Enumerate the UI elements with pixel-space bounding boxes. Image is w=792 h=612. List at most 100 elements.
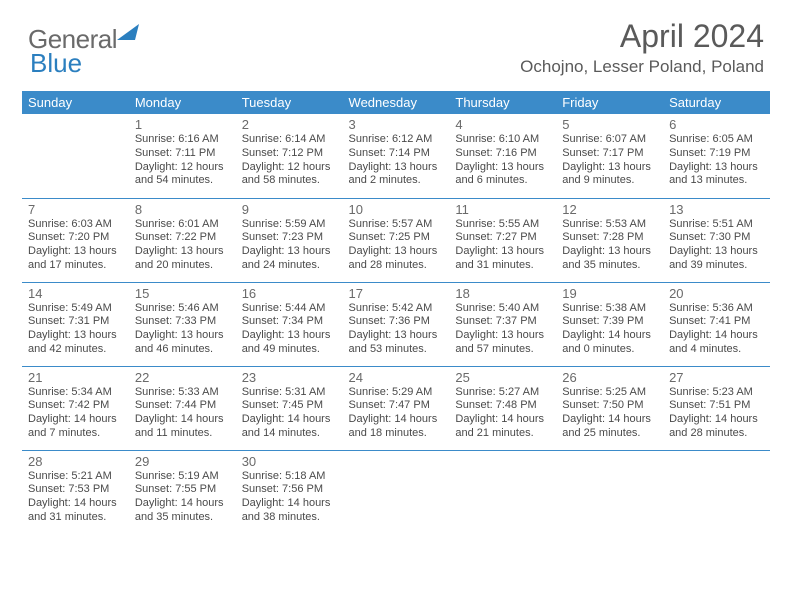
calendar-day-cell: 11Sunrise: 5:55 AMSunset: 7:27 PMDayligh…: [449, 198, 556, 282]
calendar-empty-cell: [22, 114, 129, 198]
day-number: 19: [562, 286, 657, 301]
day-info: Sunrise: 6:10 AMSunset: 7:16 PMDaylight:…: [455, 133, 550, 188]
day-info: Sunrise: 5:40 AMSunset: 7:37 PMDaylight:…: [455, 302, 550, 357]
calendar-day-cell: 8Sunrise: 6:01 AMSunset: 7:22 PMDaylight…: [129, 198, 236, 282]
day-info: Sunrise: 6:01 AMSunset: 7:22 PMDaylight:…: [135, 218, 230, 273]
brand-name-2: Blue: [30, 48, 82, 79]
day-number: 26: [562, 370, 657, 385]
day-info: Sunrise: 5:57 AMSunset: 7:25 PMDaylight:…: [349, 218, 444, 273]
day-number: 25: [455, 370, 550, 385]
day-number: 16: [242, 286, 337, 301]
page-header: General April 2024 Ochojno, Lesser Polan…: [0, 0, 792, 83]
calendar-day-cell: 22Sunrise: 5:33 AMSunset: 7:44 PMDayligh…: [129, 366, 236, 450]
calendar-day-cell: 25Sunrise: 5:27 AMSunset: 7:48 PMDayligh…: [449, 366, 556, 450]
calendar-day-cell: 21Sunrise: 5:34 AMSunset: 7:42 PMDayligh…: [22, 366, 129, 450]
calendar-day-cell: 10Sunrise: 5:57 AMSunset: 7:25 PMDayligh…: [343, 198, 450, 282]
calendar-day-cell: 16Sunrise: 5:44 AMSunset: 7:34 PMDayligh…: [236, 282, 343, 366]
calendar-day-cell: 5Sunrise: 6:07 AMSunset: 7:17 PMDaylight…: [556, 114, 663, 198]
day-info: Sunrise: 6:14 AMSunset: 7:12 PMDaylight:…: [242, 133, 337, 188]
day-number: 28: [28, 454, 123, 469]
calendar-week-row: 28Sunrise: 5:21 AMSunset: 7:53 PMDayligh…: [22, 450, 770, 534]
day-number: 29: [135, 454, 230, 469]
day-info: Sunrise: 5:25 AMSunset: 7:50 PMDaylight:…: [562, 386, 657, 441]
day-number: 15: [135, 286, 230, 301]
calendar-day-cell: 30Sunrise: 5:18 AMSunset: 7:56 PMDayligh…: [236, 450, 343, 534]
day-number: 13: [669, 202, 764, 217]
calendar-day-cell: 14Sunrise: 5:49 AMSunset: 7:31 PMDayligh…: [22, 282, 129, 366]
day-info: Sunrise: 5:42 AMSunset: 7:36 PMDaylight:…: [349, 302, 444, 357]
day-info: Sunrise: 5:51 AMSunset: 7:30 PMDaylight:…: [669, 218, 764, 273]
day-number: 6: [669, 117, 764, 132]
day-header: Wednesday: [343, 91, 450, 114]
day-info: Sunrise: 6:16 AMSunset: 7:11 PMDaylight:…: [135, 133, 230, 188]
location-text: Ochojno, Lesser Poland, Poland: [520, 57, 764, 77]
day-info: Sunrise: 5:55 AMSunset: 7:27 PMDaylight:…: [455, 218, 550, 273]
calendar-table: SundayMondayTuesdayWednesdayThursdayFrid…: [22, 91, 770, 534]
day-header: Friday: [556, 91, 663, 114]
day-info: Sunrise: 5:33 AMSunset: 7:44 PMDaylight:…: [135, 386, 230, 441]
calendar-day-cell: 20Sunrise: 5:36 AMSunset: 7:41 PMDayligh…: [663, 282, 770, 366]
calendar-day-cell: 17Sunrise: 5:42 AMSunset: 7:36 PMDayligh…: [343, 282, 450, 366]
day-header: Sunday: [22, 91, 129, 114]
calendar-week-row: 21Sunrise: 5:34 AMSunset: 7:42 PMDayligh…: [22, 366, 770, 450]
day-number: 10: [349, 202, 444, 217]
calendar-header-row: SundayMondayTuesdayWednesdayThursdayFrid…: [22, 91, 770, 114]
calendar-day-cell: 24Sunrise: 5:29 AMSunset: 7:47 PMDayligh…: [343, 366, 450, 450]
calendar-day-cell: 19Sunrise: 5:38 AMSunset: 7:39 PMDayligh…: [556, 282, 663, 366]
calendar-day-cell: 28Sunrise: 5:21 AMSunset: 7:53 PMDayligh…: [22, 450, 129, 534]
calendar-day-cell: 26Sunrise: 5:25 AMSunset: 7:50 PMDayligh…: [556, 366, 663, 450]
day-header: Thursday: [449, 91, 556, 114]
calendar-day-cell: 6Sunrise: 6:05 AMSunset: 7:19 PMDaylight…: [663, 114, 770, 198]
logo-triangle-icon: [117, 24, 139, 45]
day-info: Sunrise: 6:03 AMSunset: 7:20 PMDaylight:…: [28, 218, 123, 273]
calendar-day-cell: 12Sunrise: 5:53 AMSunset: 7:28 PMDayligh…: [556, 198, 663, 282]
day-info: Sunrise: 5:36 AMSunset: 7:41 PMDaylight:…: [669, 302, 764, 357]
day-number: 23: [242, 370, 337, 385]
calendar-day-cell: 27Sunrise: 5:23 AMSunset: 7:51 PMDayligh…: [663, 366, 770, 450]
calendar-day-cell: 3Sunrise: 6:12 AMSunset: 7:14 PMDaylight…: [343, 114, 450, 198]
calendar-day-cell: 13Sunrise: 5:51 AMSunset: 7:30 PMDayligh…: [663, 198, 770, 282]
calendar-day-cell: 29Sunrise: 5:19 AMSunset: 7:55 PMDayligh…: [129, 450, 236, 534]
day-info: Sunrise: 5:53 AMSunset: 7:28 PMDaylight:…: [562, 218, 657, 273]
calendar-week-row: 14Sunrise: 5:49 AMSunset: 7:31 PMDayligh…: [22, 282, 770, 366]
day-number: 22: [135, 370, 230, 385]
day-number: 4: [455, 117, 550, 132]
calendar-empty-cell: [663, 450, 770, 534]
day-info: Sunrise: 5:21 AMSunset: 7:53 PMDaylight:…: [28, 470, 123, 525]
calendar-day-cell: 2Sunrise: 6:14 AMSunset: 7:12 PMDaylight…: [236, 114, 343, 198]
calendar-day-cell: 9Sunrise: 5:59 AMSunset: 7:23 PMDaylight…: [236, 198, 343, 282]
day-info: Sunrise: 6:07 AMSunset: 7:17 PMDaylight:…: [562, 133, 657, 188]
calendar-empty-cell: [449, 450, 556, 534]
calendar-day-cell: 23Sunrise: 5:31 AMSunset: 7:45 PMDayligh…: [236, 366, 343, 450]
day-header: Tuesday: [236, 91, 343, 114]
day-number: 24: [349, 370, 444, 385]
day-info: Sunrise: 5:59 AMSunset: 7:23 PMDaylight:…: [242, 218, 337, 273]
calendar-empty-cell: [343, 450, 450, 534]
day-number: 14: [28, 286, 123, 301]
calendar-day-cell: 7Sunrise: 6:03 AMSunset: 7:20 PMDaylight…: [22, 198, 129, 282]
day-header: Saturday: [663, 91, 770, 114]
day-number: 11: [455, 202, 550, 217]
day-number: 3: [349, 117, 444, 132]
calendar-day-cell: 4Sunrise: 6:10 AMSunset: 7:16 PMDaylight…: [449, 114, 556, 198]
title-block: April 2024 Ochojno, Lesser Poland, Polan…: [520, 18, 764, 77]
day-info: Sunrise: 5:46 AMSunset: 7:33 PMDaylight:…: [135, 302, 230, 357]
day-number: 17: [349, 286, 444, 301]
month-title: April 2024: [520, 18, 764, 55]
calendar-day-cell: 15Sunrise: 5:46 AMSunset: 7:33 PMDayligh…: [129, 282, 236, 366]
day-info: Sunrise: 6:12 AMSunset: 7:14 PMDaylight:…: [349, 133, 444, 188]
day-number: 1: [135, 117, 230, 132]
day-number: 18: [455, 286, 550, 301]
day-number: 2: [242, 117, 337, 132]
calendar-week-row: 1Sunrise: 6:16 AMSunset: 7:11 PMDaylight…: [22, 114, 770, 198]
day-header: Monday: [129, 91, 236, 114]
day-info: Sunrise: 6:05 AMSunset: 7:19 PMDaylight:…: [669, 133, 764, 188]
day-number: 9: [242, 202, 337, 217]
day-info: Sunrise: 5:49 AMSunset: 7:31 PMDaylight:…: [28, 302, 123, 357]
day-info: Sunrise: 5:31 AMSunset: 7:45 PMDaylight:…: [242, 386, 337, 441]
calendar-body: 1Sunrise: 6:16 AMSunset: 7:11 PMDaylight…: [22, 114, 770, 534]
day-info: Sunrise: 5:18 AMSunset: 7:56 PMDaylight:…: [242, 470, 337, 525]
day-info: Sunrise: 5:27 AMSunset: 7:48 PMDaylight:…: [455, 386, 550, 441]
day-number: 20: [669, 286, 764, 301]
day-info: Sunrise: 5:29 AMSunset: 7:47 PMDaylight:…: [349, 386, 444, 441]
